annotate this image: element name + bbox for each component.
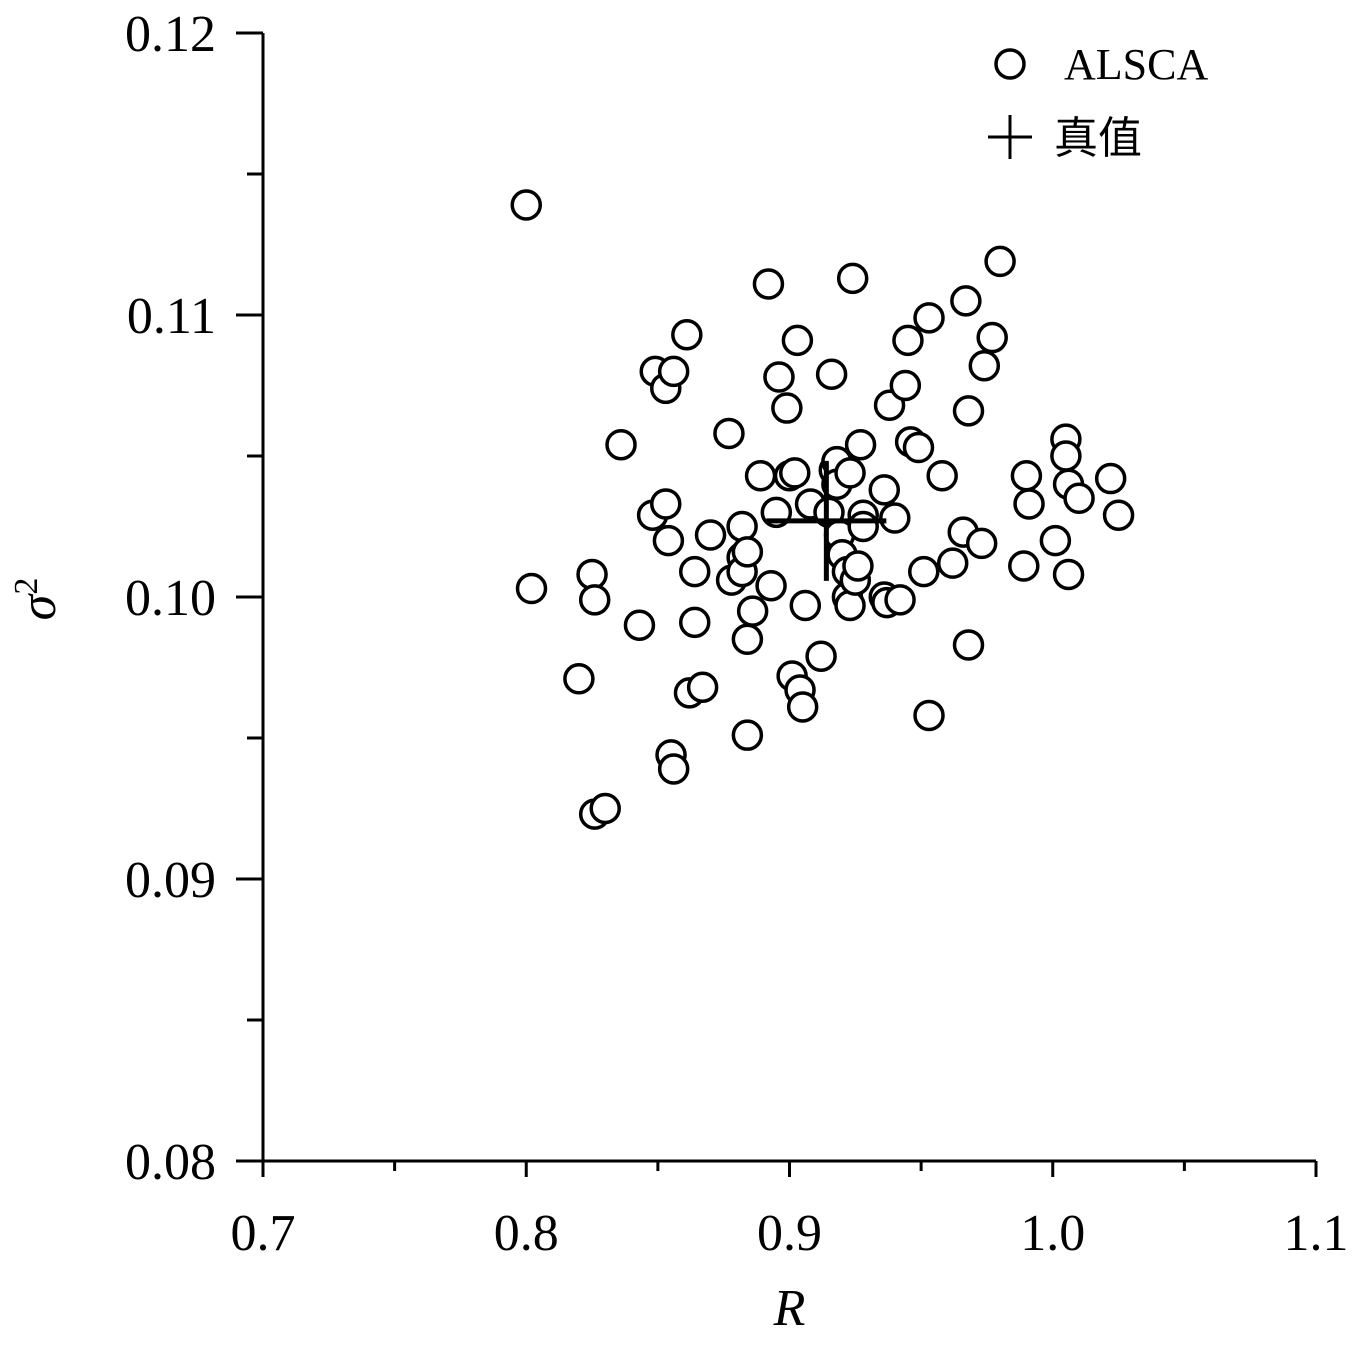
y-tick-label: 0.12 [125,6,216,63]
axes [261,33,1316,1163]
data-point [952,395,985,427]
data-point [1013,488,1045,520]
legend-label-true-value: 真值 [1054,114,1142,163]
data-point [510,189,542,221]
data-point [652,524,685,557]
data-point [671,318,703,351]
y-axis-title-superscript: 2 [8,578,45,595]
data-point [515,572,548,605]
data-point [578,584,611,616]
ticks [236,31,1318,1177]
true-value-marker [766,460,887,581]
y-tick-label: 0.10 [125,570,216,627]
tick-labels: 0.7 0.8 0.9 1.0 1.1 0.08 0.09 0.10 0.11 0.12 [125,6,1349,1262]
data-point [952,629,985,661]
data-point [1052,558,1085,591]
data-point [678,555,711,588]
data-point [908,555,940,588]
data-point [752,268,785,300]
data-point [779,457,811,489]
data-point [686,671,719,703]
data-point [834,457,866,489]
data-point [815,358,848,390]
data-point [868,474,901,506]
legend-marker-plus [988,115,1032,159]
data-points [510,189,1135,830]
x-tick-label: 1.0 [1020,1205,1085,1262]
data-point [926,459,958,492]
data-point [1008,550,1040,582]
data-point [763,361,795,393]
data-point [805,640,837,672]
data-point [713,417,745,450]
legend: ALSCA 真值 [988,40,1208,163]
data-point [650,488,682,520]
data-point [781,324,814,357]
data-point [771,392,803,424]
legend-item-true-value: 真值 [988,114,1142,163]
x-axis-title: R [773,1280,806,1337]
data-point [657,753,690,785]
y-tick-label: 0.08 [125,1134,216,1191]
data-point [884,584,916,616]
data-point [755,569,787,602]
data-point [834,589,866,622]
data-point [731,719,764,751]
data-point [844,428,877,461]
data-point [678,606,711,639]
y-tick-label: 0.09 [125,852,216,909]
data-point [1010,459,1043,492]
legend-marker-open-circle [994,48,1026,80]
data-point [1050,440,1082,472]
x-tick-label: 0.7 [231,1205,296,1262]
data-point [605,428,637,461]
svg-text:σ2: σ2 [8,578,68,621]
data-point [657,355,690,388]
data-point [576,558,608,591]
x-tick-label: 0.9 [757,1205,822,1262]
legend-item-alsca: ALSCA [994,40,1208,89]
data-point [976,321,1008,354]
data-point [836,262,869,295]
data-point [984,245,1016,278]
data-point [892,324,924,357]
data-point [789,589,822,622]
data-point [950,285,982,317]
data-point [736,595,769,627]
data-point [1063,482,1095,515]
data-point [786,691,819,723]
x-tick-label: 0.8 [494,1205,559,1262]
y-axis-title-symbol: σ [10,592,67,620]
data-point [1094,462,1127,495]
data-point [965,527,998,560]
data-point [913,699,945,732]
data-point [968,350,1001,382]
data-point [936,547,969,579]
data-point [623,609,656,641]
data-point [913,302,945,334]
data-point [1102,499,1135,531]
data-point [1039,524,1072,557]
x-tick-label: 1.1 [1284,1205,1349,1262]
data-point [879,502,911,534]
data-point [842,550,874,582]
data-point [744,459,777,492]
data-point [731,536,764,568]
data-point [889,369,922,402]
y-axis-title: σ2 [8,578,68,621]
data-point [694,519,727,551]
data-point [847,510,879,543]
data-point [726,510,758,543]
data-point [731,623,764,656]
legend-label-alsca: ALSCA [1064,40,1208,89]
data-point [902,431,935,464]
data-point [589,792,621,825]
data-point [563,663,595,695]
y-tick-label: 0.11 [127,288,216,345]
